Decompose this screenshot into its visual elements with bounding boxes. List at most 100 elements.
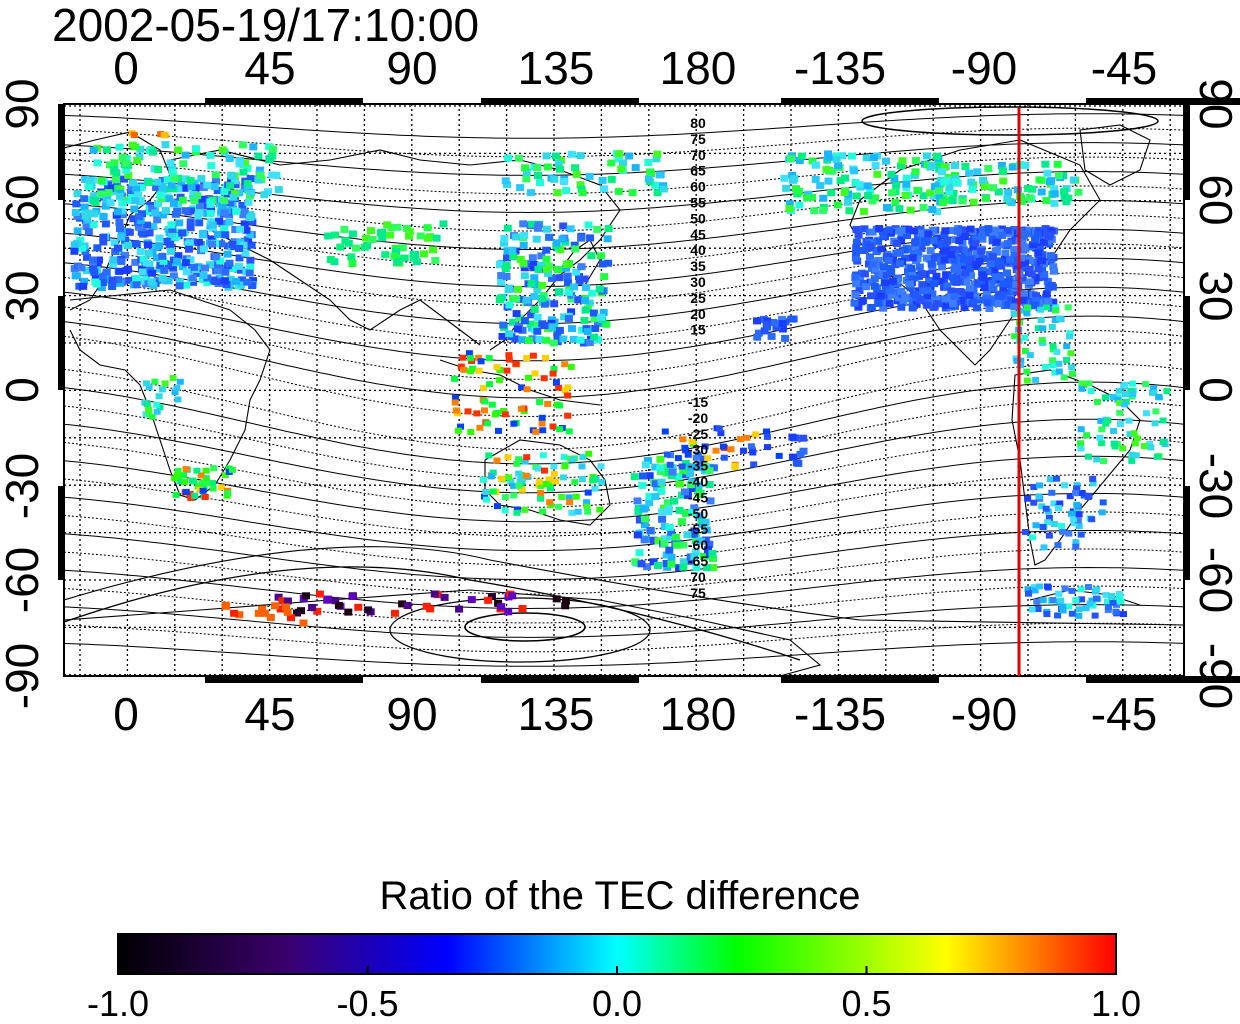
- tec-patch: [660, 540, 669, 548]
- tec-patch: [161, 141, 170, 149]
- tec-patch: [107, 184, 115, 192]
- tec-patch: [1127, 387, 1135, 394]
- tec-patch: [1010, 251, 1019, 259]
- tec-patch: [649, 558, 658, 566]
- tec-patch: [527, 220, 536, 228]
- tec-patch: [1003, 269, 1011, 277]
- tec-patch: [157, 131, 165, 138]
- frame-tick-bar: [58, 104, 65, 200]
- tec-patch: [607, 159, 616, 167]
- tec-patch: [561, 361, 569, 368]
- tec-patch: [482, 489, 490, 495]
- contour-line: [64, 272, 1184, 343]
- tec-patch: [701, 536, 710, 544]
- tec-patch: [1023, 310, 1031, 317]
- tec-patch: [1026, 352, 1034, 359]
- tec-patch: [240, 208, 249, 216]
- tec-patch: [313, 607, 322, 615]
- tec-patch: [660, 504, 668, 512]
- tec-patch: [987, 279, 996, 287]
- tec-patch: [731, 464, 739, 471]
- tec-patch: [208, 240, 217, 248]
- tec-patch: [457, 423, 464, 430]
- tec-patch: [692, 454, 700, 461]
- tec-patch: [982, 295, 991, 303]
- tec-patch: [540, 322, 549, 330]
- tec-patch: [218, 203, 227, 211]
- tec-patch: [701, 443, 709, 450]
- tec-patch: [115, 143, 124, 151]
- tec-patch: [969, 198, 978, 206]
- tec-patch: [561, 602, 570, 610]
- tec-patch: [187, 183, 196, 191]
- tec-patch: [1001, 249, 1010, 257]
- tec-patch: [246, 256, 255, 264]
- contour-line: [64, 400, 1184, 479]
- tec-patch: [533, 164, 542, 172]
- tec-patch: [155, 265, 164, 273]
- tec-patch: [914, 287, 923, 295]
- tec-patch: [667, 528, 676, 536]
- tec-patch: [704, 546, 712, 554]
- tec-patch: [220, 197, 229, 204]
- tec-patch: [691, 548, 700, 556]
- tec-patch: [552, 478, 560, 485]
- tec-patch: [1030, 499, 1038, 506]
- tec-patch: [121, 251, 129, 259]
- tec-patch: [959, 246, 968, 254]
- tec-patch: [293, 609, 301, 617]
- contour-line: [64, 641, 1184, 667]
- tec-patch: [243, 278, 252, 286]
- tec-patch: [754, 329, 763, 337]
- tec-patch: [207, 235, 216, 243]
- tec-patch: [972, 249, 981, 256]
- contour-label: 60: [690, 179, 706, 195]
- tec-patch: [153, 254, 161, 262]
- tec-patch: [560, 313, 569, 321]
- tec-patch: [73, 227, 82, 235]
- tec-patch: [493, 503, 501, 510]
- tec-patch: [125, 228, 134, 236]
- tec-patch: [422, 602, 431, 610]
- tec-patch: [567, 150, 576, 158]
- lat-tick-right: -90: [1190, 643, 1240, 709]
- tec-patch: [603, 235, 612, 243]
- tec-patch: [1159, 417, 1167, 424]
- contour-line: [64, 492, 1184, 552]
- tec-patch: [583, 499, 591, 506]
- tec-patch: [175, 278, 184, 286]
- tec-patch: [679, 436, 687, 443]
- tec-patch: [1116, 399, 1124, 406]
- tec-patch: [145, 406, 153, 413]
- tec-patch: [513, 509, 521, 516]
- tec-patch: [1130, 430, 1138, 437]
- tec-patch: [202, 467, 210, 474]
- tec-patch: [789, 453, 797, 461]
- tec-patch: [895, 248, 904, 256]
- tec-patch: [526, 320, 535, 328]
- tec-patch: [559, 335, 568, 343]
- tec-patch: [108, 260, 117, 268]
- frame-tick-bar: [1086, 676, 1240, 683]
- tec-patch: [1036, 583, 1044, 590]
- tec-patch: [505, 301, 514, 309]
- tec-patch: [852, 280, 861, 288]
- tec-patch: [775, 452, 783, 459]
- tec-patch: [702, 526, 711, 534]
- tec-patch: [149, 282, 158, 289]
- tec-patch: [693, 464, 702, 471]
- tec-patch: [182, 175, 191, 183]
- tec-patch: [874, 299, 883, 307]
- tec-patch: [564, 315, 573, 323]
- tec-patch: [604, 225, 613, 233]
- tec-patch: [672, 541, 681, 549]
- tec-patch: [1021, 161, 1030, 169]
- tec-patch: [534, 172, 542, 179]
- tec-patch: [667, 472, 676, 480]
- tec-patch: [1075, 612, 1083, 619]
- tec-patch: [787, 155, 795, 162]
- tec-patch: [80, 195, 89, 203]
- tec-patch: [197, 472, 205, 479]
- tec-patch: [677, 518, 686, 526]
- tec-patch: [929, 237, 938, 245]
